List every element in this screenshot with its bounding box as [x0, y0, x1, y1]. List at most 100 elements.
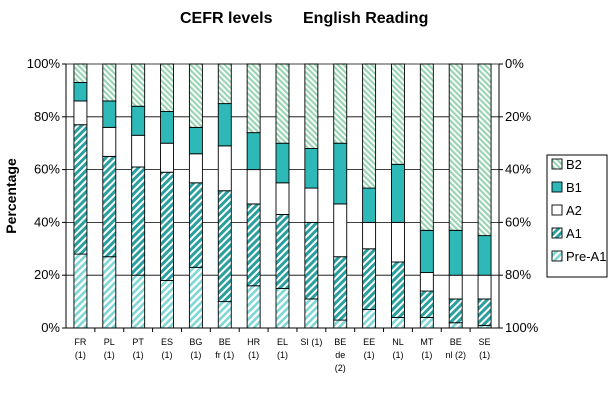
bar-segment-a2	[333, 203, 348, 258]
bar-segment-a2	[448, 274, 463, 300]
bar-segment-b2	[246, 63, 261, 134]
bar-segment-pre-a1	[131, 274, 146, 329]
bar-segment-b2	[131, 63, 146, 107]
bar-segment-b1	[73, 82, 88, 102]
bar-segment-a1	[246, 203, 261, 287]
category-label: ES	[161, 337, 173, 347]
bar-segment-b1	[102, 100, 117, 128]
y-tick-label-right: 0%	[505, 56, 524, 71]
bar-segment-a2	[246, 169, 261, 205]
category-label: SI (1)	[300, 337, 322, 347]
legend-swatch-b2	[551, 158, 563, 170]
bar-segment-a2	[131, 134, 146, 168]
y-tick-label-right: 100%	[505, 320, 539, 335]
bar-segment-pre-a1	[333, 319, 348, 329]
bar-segment-pre-a1	[362, 309, 377, 329]
bar-segment-b2	[333, 63, 348, 144]
category-label: BE	[450, 337, 462, 347]
bar-segment-b2	[217, 63, 232, 105]
category-label: (1)	[162, 350, 173, 360]
bar-segment-a1	[362, 248, 377, 310]
bar-segment-a2	[419, 272, 434, 292]
bar-segment-a1	[477, 298, 492, 326]
category-label: (1)	[277, 350, 288, 360]
category-label: BE	[219, 337, 231, 347]
bar-segment-a1	[333, 256, 348, 321]
bar-segment-b2	[448, 63, 463, 231]
chart-title-left: CEFR levels	[180, 10, 273, 27]
legend: B2 B1 A2 A1 Pre-A1	[546, 154, 608, 278]
bar-segment-b2	[73, 63, 88, 83]
y-tick-label-right: 20%	[505, 109, 531, 124]
bar-segment-a1	[73, 124, 88, 255]
legend-label: B2	[566, 157, 582, 172]
bar-segment-b2	[362, 63, 377, 189]
y-ticks-left: 0% 20% 40% 60% 80% 100%	[27, 56, 66, 335]
bar-segment-b2	[188, 63, 203, 128]
y-tick-label-right: 80%	[505, 267, 531, 282]
bar-segment-b2	[304, 63, 319, 149]
bar-segment-b1	[419, 229, 434, 274]
category-label: SE	[479, 337, 491, 347]
bar-segment-b1	[362, 187, 377, 223]
bar-segment-a1	[188, 182, 203, 268]
bar-segment-a1	[419, 290, 434, 318]
bar-segment-b2	[419, 63, 434, 231]
category-label: BG	[189, 337, 202, 347]
category-label: (1)	[248, 350, 259, 360]
legend-label: Pre-A1	[566, 249, 606, 264]
bar-segment-b1	[160, 111, 174, 144]
y-tick-label-right: 40%	[505, 162, 531, 177]
category-label: (1)	[75, 350, 86, 360]
bar-segment-a2	[102, 126, 117, 157]
y-tick-label-left: 100%	[27, 56, 61, 71]
legend-label: B1	[566, 180, 582, 195]
bar-segment-b1	[246, 132, 261, 171]
category-label: MT	[420, 337, 433, 347]
bar-segment-a2	[304, 187, 319, 223]
category-label: (1)	[364, 350, 375, 360]
bar-segment-b1	[391, 163, 405, 223]
y-tick-label-left: 20%	[34, 267, 60, 282]
bar-segment-b2	[477, 63, 492, 237]
legend-swatch-pre-a1	[551, 250, 563, 262]
bar-segment-a2	[188, 153, 203, 184]
bar-segment-pre-a1	[304, 298, 319, 329]
category-label: nl (2)	[445, 350, 466, 360]
y-tick-label-left: 40%	[34, 214, 60, 229]
bar-segment-b1	[217, 103, 232, 147]
chart-title-right: English Reading	[303, 10, 428, 27]
legend-label: A2	[566, 203, 582, 218]
bar-segment-pre-a1	[73, 253, 88, 329]
y-tick-label-left: 80%	[34, 109, 60, 124]
bar-segment-pre-a1	[275, 287, 290, 329]
bar-segment-a1	[102, 155, 117, 258]
category-label: FR	[74, 337, 86, 347]
bar-segment-pre-a1	[448, 322, 463, 329]
bar-segment-pre-a1	[217, 301, 232, 329]
bar-segment-a1	[217, 190, 232, 303]
bar-segment-a1	[160, 171, 174, 281]
category-label: (1)	[190, 350, 201, 360]
bar-segment-a2	[391, 221, 405, 263]
bar-segment-a1	[131, 166, 146, 276]
category-label: (1)	[479, 350, 490, 360]
category-label: (1)	[104, 350, 115, 360]
bar-segment-pre-a1	[419, 316, 434, 329]
y-tick-label-left: 60%	[34, 162, 60, 177]
category-label: PT	[132, 337, 144, 347]
bar-segment-b1	[333, 142, 348, 205]
bar-segment-pre-a1	[391, 316, 405, 329]
x-ticks	[94, 328, 471, 332]
bar-segment-b1	[304, 148, 319, 189]
bar-segment-pre-a1	[102, 256, 117, 329]
category-label: (1)	[392, 350, 403, 360]
bar-segment-b1	[477, 235, 492, 276]
category-label: EE	[363, 337, 375, 347]
bar-segment-pre-a1	[188, 266, 203, 329]
bar-segment-a1	[448, 298, 463, 324]
category-label: PL	[104, 337, 115, 347]
bar-segment-a2	[217, 145, 232, 192]
bar-segment-a1	[304, 221, 319, 300]
y-axis-label: Percentage	[3, 158, 19, 234]
